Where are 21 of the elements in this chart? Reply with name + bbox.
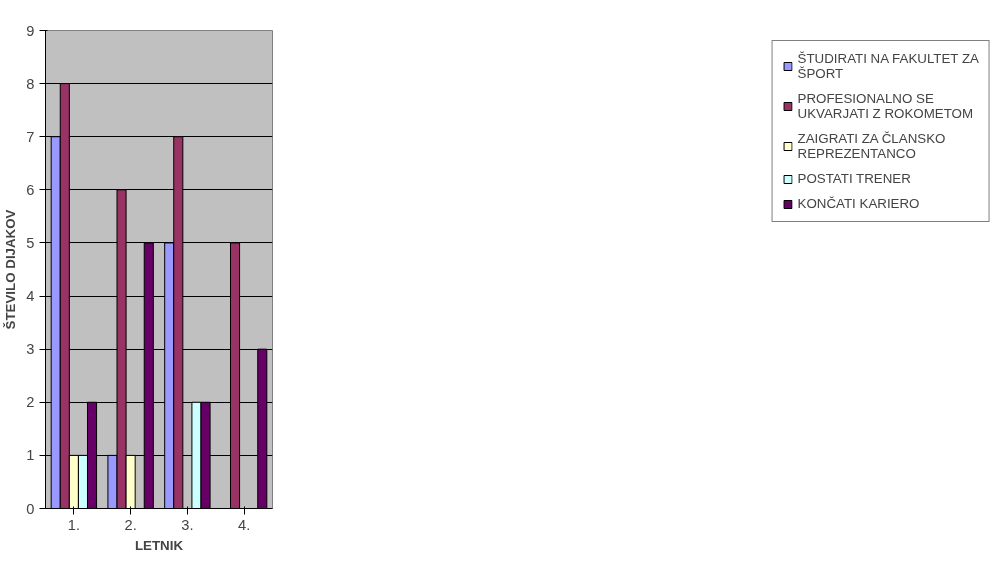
legend-label: POSTATI TRENER xyxy=(797,171,911,186)
y-tick-label: 0 xyxy=(26,500,35,517)
y-tick-label: 2 xyxy=(26,394,35,411)
y-tick-label: 3 xyxy=(26,341,35,358)
x-tick-label: 3. xyxy=(181,516,194,533)
y-tick-label: 1 xyxy=(26,447,35,464)
x-tick-label: 2. xyxy=(124,516,137,533)
y-tick-label: 6 xyxy=(26,181,35,198)
x-axis-title: LETNIK xyxy=(134,537,184,553)
legend-label: PROFESIONALNO SE UKVARJATI Z ROKOMETOM xyxy=(797,91,974,121)
x-tick-label: 1. xyxy=(67,516,80,533)
y-axis-title: ŠTEVILO DIJAKOV xyxy=(3,209,19,330)
y-tick-label: 7 xyxy=(26,128,35,145)
legend-label: KONČATI KARIERO xyxy=(797,196,920,211)
y-tick-label: 4 xyxy=(26,288,35,305)
x-tick-label: 4. xyxy=(238,516,251,533)
y-tick-label: 8 xyxy=(26,75,35,92)
y-tick-label: 5 xyxy=(26,234,35,251)
legend-label: ŠTUDIRATI NA FAKULTET ZA ŠPORT xyxy=(797,51,979,81)
y-tick-label: 9 xyxy=(26,22,35,39)
legend-label: ZAIGRATI ZA ČLANSKO REPREZENTANCO xyxy=(797,131,946,161)
